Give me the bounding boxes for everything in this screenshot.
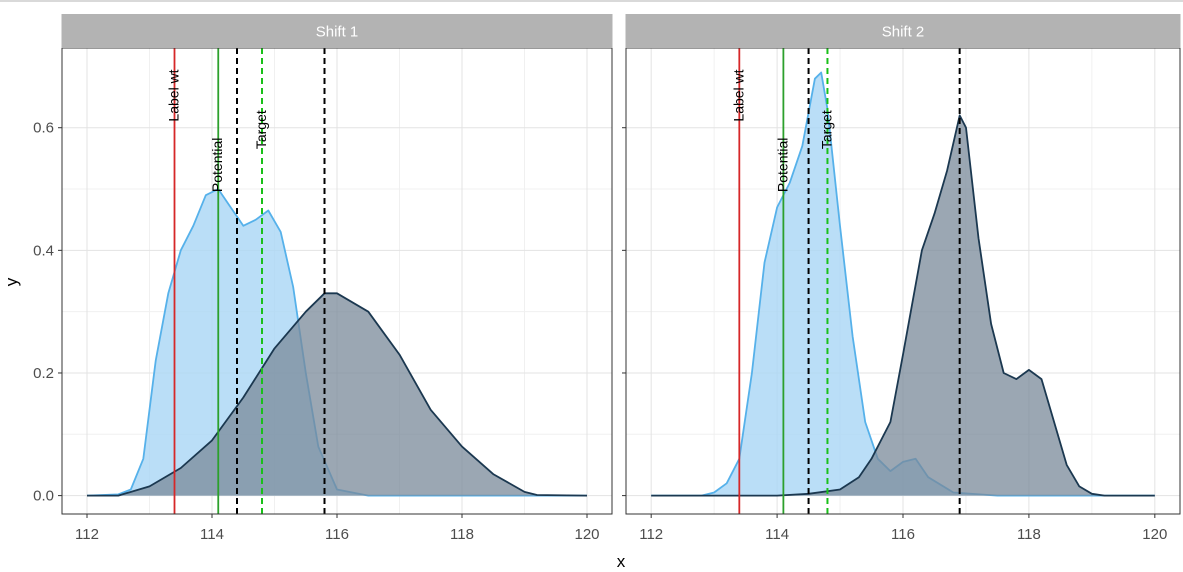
panel-2: Label wt Potential Target Shift 2 112 114 116 1… — [622, 14, 1181, 543]
facet-strip-label: Shift 1 — [316, 24, 359, 41]
x-tick-label: 120 — [1142, 526, 1167, 543]
density-area-dark — [87, 293, 587, 496]
x-tick-label: 114 — [200, 526, 224, 543]
x-tick-label: 112 — [639, 526, 663, 543]
facet-strip-label: Shift 2 — [882, 24, 925, 41]
y-tick-label: 0.4 — [33, 242, 54, 259]
density-area-dark — [651, 115, 1155, 496]
x-tick-label: 120 — [574, 526, 599, 543]
density-line-dark — [651, 114, 1155, 497]
x-tick-label: 118 — [1017, 526, 1041, 543]
x-tick-label: 114 — [765, 526, 789, 543]
density-area-light — [87, 189, 587, 496]
facet-strip — [61, 14, 613, 48]
density-area-light — [651, 72, 1155, 496]
density-line-dark — [87, 292, 588, 497]
x-axis-title: x — [617, 552, 626, 571]
y-tick-label: 0.0 — [33, 488, 54, 505]
y-tick-label: 0.2 — [33, 365, 54, 382]
x-tick-label: 116 — [325, 526, 349, 543]
facet-strip — [625, 14, 1181, 48]
vline-label: Label wt — [166, 69, 182, 121]
y-axis-title: y — [2, 277, 21, 286]
vline-label: Target — [818, 110, 834, 149]
vline-label: Potential — [209, 138, 225, 192]
x-tick-label: 116 — [891, 526, 915, 543]
panel-1: Label wt Potential Target Shift 1 112 114 116 1… — [33, 14, 613, 543]
vline-label: Target — [253, 110, 269, 149]
vline-label: Label wt — [730, 69, 746, 121]
x-tick-label: 112 — [75, 526, 99, 543]
vline-label: Potential — [774, 138, 790, 192]
x-tick-label: 118 — [450, 526, 474, 543]
top-border — [0, 0, 1183, 2]
y-tick-label: 0.6 — [33, 120, 54, 137]
